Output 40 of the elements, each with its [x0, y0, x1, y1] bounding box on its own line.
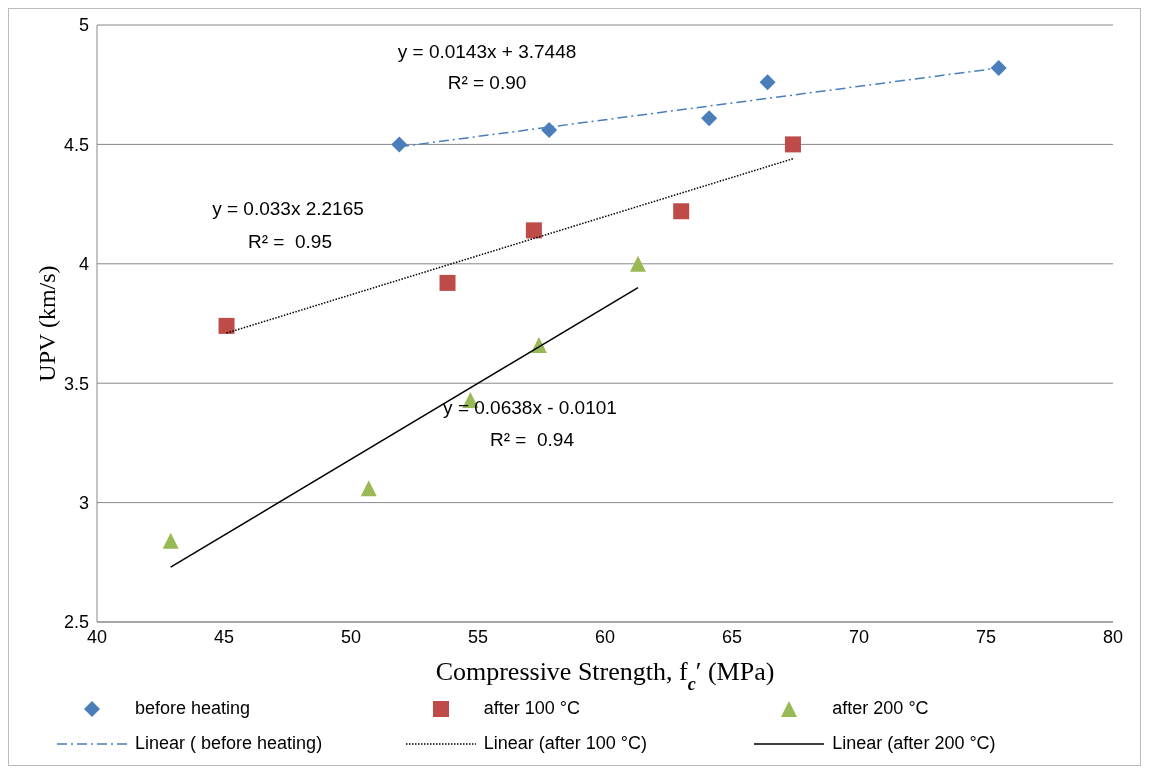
point — [360, 480, 377, 497]
annotation: y = 0.033x 2.2165 — [212, 198, 364, 220]
legend-label: Linear ( before heating) — [135, 733, 323, 754]
y-axis-title: UPV (km/s) — [34, 265, 60, 382]
x-tick-label: 50 — [340, 626, 362, 647]
point — [673, 203, 690, 220]
annotation: R² = 0.90 — [447, 72, 527, 94]
point — [162, 532, 179, 549]
legend-label: before heating — [135, 698, 251, 719]
point — [990, 59, 1007, 76]
point — [218, 317, 235, 334]
y-tick-label: 3 — [78, 492, 89, 513]
y-tick-label: 3.5 — [63, 373, 89, 394]
x-tick-label: 65 — [721, 626, 743, 647]
x-tick-label: 45 — [213, 626, 235, 647]
x-tick-label: 70 — [848, 626, 870, 647]
legend-label: after 200 °C — [832, 698, 929, 719]
legend-label: after 100 °C — [483, 698, 580, 719]
legend-label: Linear (after 100 °C) — [483, 733, 647, 754]
x-tick-label: 75 — [975, 626, 997, 647]
x-tick-label: 55 — [467, 626, 489, 647]
y-tick-label: 4.5 — [63, 134, 89, 155]
x-tick-label: 80 — [1102, 626, 1124, 647]
point — [391, 136, 408, 153]
point — [630, 255, 647, 272]
annotation: R² = 0.94 — [490, 429, 574, 451]
point — [439, 274, 456, 291]
x-tick-label: 60 — [594, 626, 616, 647]
point — [541, 122, 558, 139]
y-tick-label: 2.5 — [63, 612, 89, 633]
y-tick-label: 5 — [78, 15, 89, 36]
annotation: R² = 0.95 — [248, 231, 332, 253]
y-tick-label: 4 — [78, 254, 89, 275]
point — [701, 110, 718, 127]
point — [525, 222, 542, 239]
point — [759, 74, 776, 91]
legend-label: Linear (after 200 °C) — [832, 733, 996, 754]
x-axis-title: Compressive Strength, f$_{c}$′ (MPa) — [435, 657, 775, 694]
annotation: y = 0.0143x + 3.7448 — [397, 41, 577, 63]
point — [784, 136, 801, 153]
